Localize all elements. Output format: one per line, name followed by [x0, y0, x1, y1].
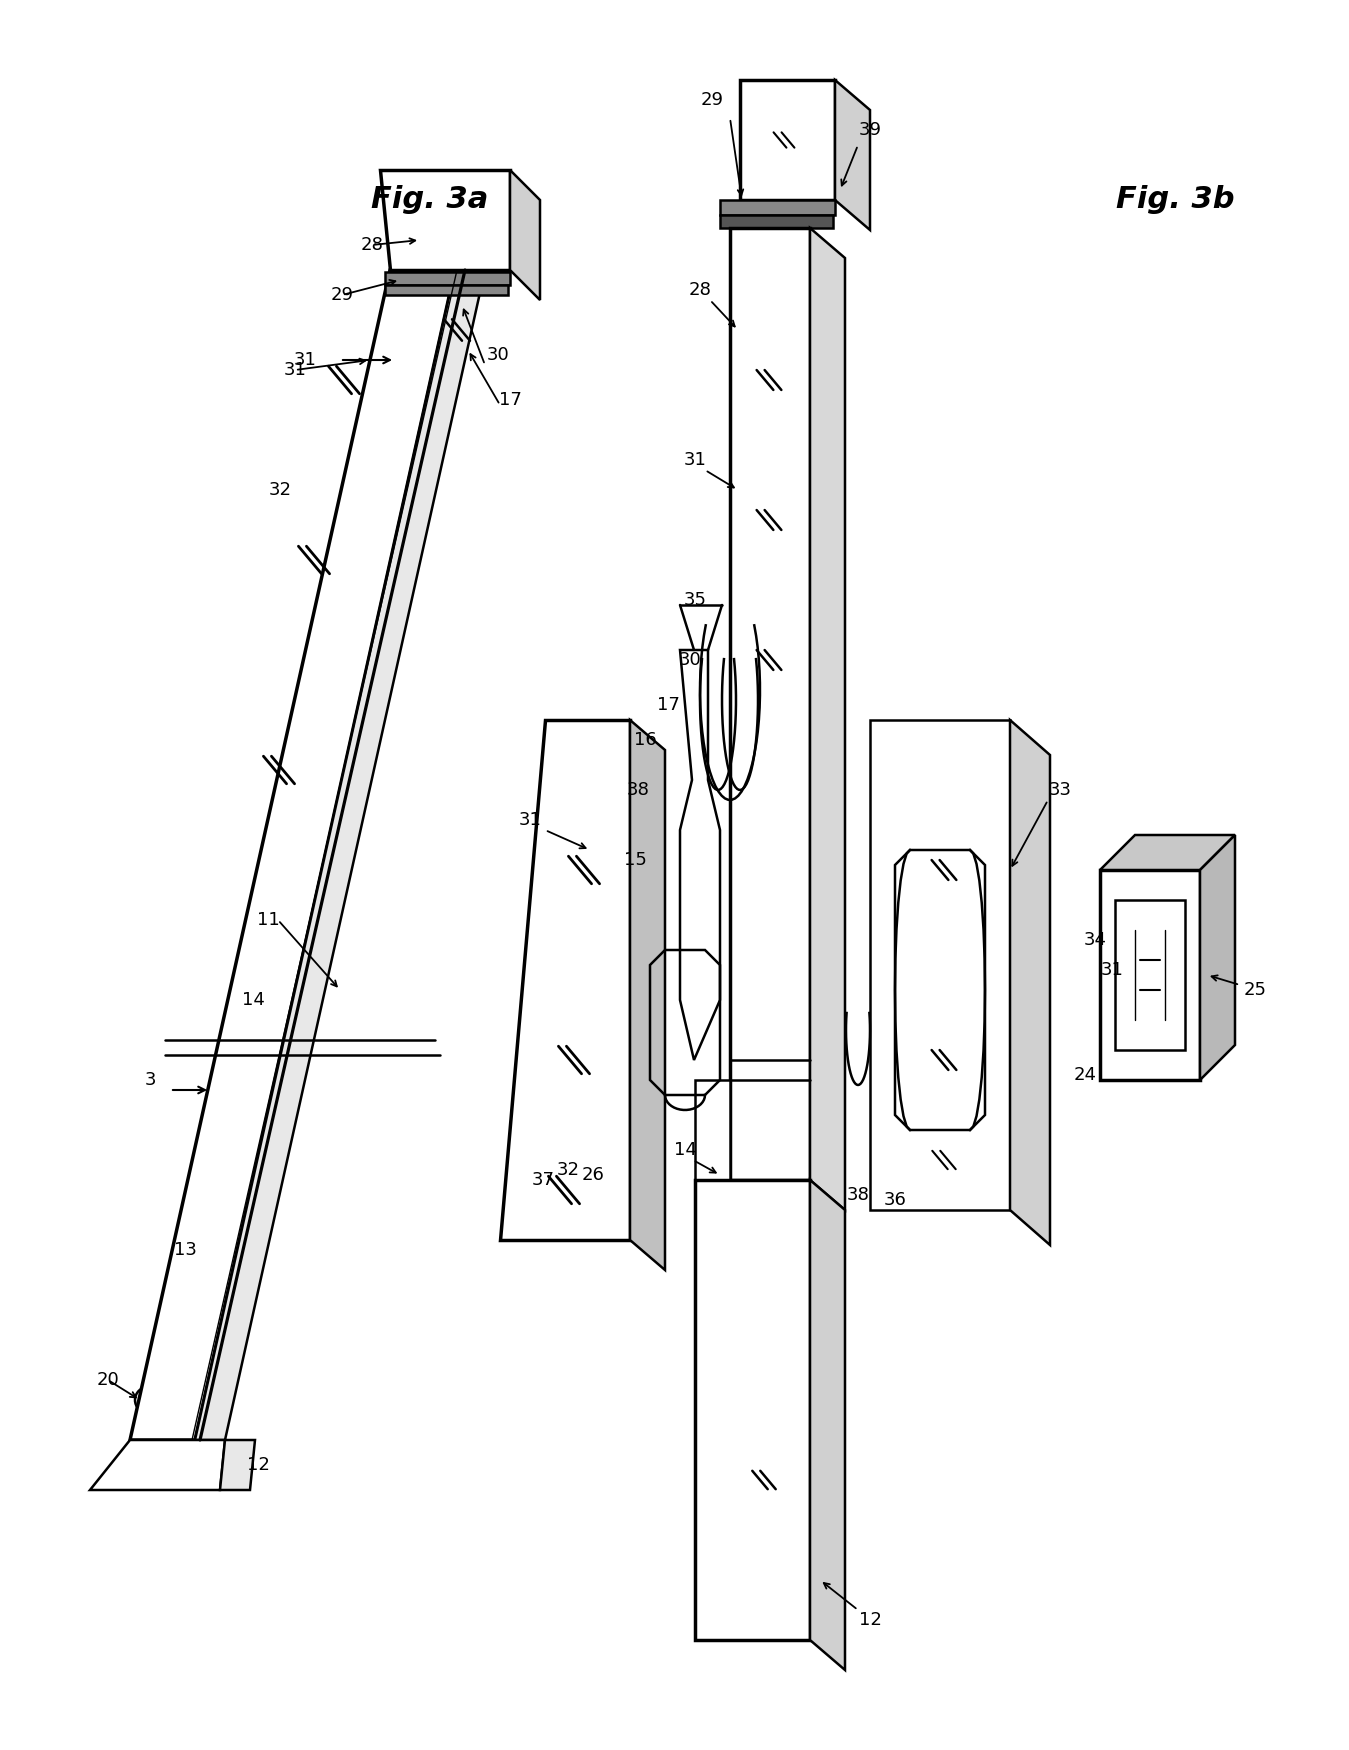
Text: 14: 14	[241, 990, 264, 1010]
Polygon shape	[870, 719, 1010, 1209]
Text: 39: 39	[858, 121, 881, 138]
Text: 3: 3	[144, 1071, 155, 1088]
Text: 12: 12	[858, 1612, 881, 1629]
Text: Fig. 3a: Fig. 3a	[371, 186, 488, 215]
Text: 17: 17	[657, 696, 680, 714]
Text: 38: 38	[626, 780, 649, 800]
Text: 30: 30	[679, 651, 701, 668]
Polygon shape	[730, 228, 809, 1180]
Text: 31: 31	[283, 360, 306, 380]
Text: 14: 14	[673, 1141, 696, 1158]
Text: 13: 13	[174, 1241, 197, 1258]
Polygon shape	[220, 1440, 255, 1489]
Polygon shape	[1099, 870, 1201, 1080]
Text: Fig. 3b: Fig. 3b	[1116, 186, 1234, 215]
Text: 11: 11	[256, 912, 279, 929]
Polygon shape	[695, 1180, 809, 1640]
Text: 34: 34	[1083, 931, 1106, 948]
Polygon shape	[380, 170, 510, 270]
Text: 25: 25	[1244, 982, 1267, 999]
Polygon shape	[1099, 835, 1234, 870]
Text: 31: 31	[294, 352, 317, 369]
Text: 38: 38	[847, 1186, 870, 1204]
Polygon shape	[1201, 835, 1234, 1080]
Text: 28: 28	[360, 236, 383, 254]
Polygon shape	[196, 270, 486, 1440]
Text: 29: 29	[331, 285, 353, 304]
Polygon shape	[720, 200, 835, 215]
Text: 31: 31	[518, 810, 541, 829]
Text: 30: 30	[487, 346, 510, 364]
Polygon shape	[130, 270, 455, 1440]
Polygon shape	[835, 80, 870, 229]
Polygon shape	[1010, 719, 1050, 1244]
Text: 12: 12	[247, 1456, 270, 1474]
Polygon shape	[500, 719, 630, 1241]
Polygon shape	[630, 719, 665, 1270]
Text: 33: 33	[1048, 780, 1071, 800]
Text: 36: 36	[884, 1192, 907, 1209]
Text: 35: 35	[684, 592, 707, 609]
Text: 29: 29	[700, 91, 723, 108]
Text: 32: 32	[557, 1160, 580, 1180]
Polygon shape	[720, 215, 832, 228]
Text: 16: 16	[634, 732, 657, 749]
Text: 20: 20	[97, 1370, 119, 1390]
Polygon shape	[384, 271, 510, 285]
Polygon shape	[90, 1440, 225, 1489]
Text: 17: 17	[499, 390, 522, 410]
Polygon shape	[809, 1180, 844, 1669]
Polygon shape	[680, 649, 720, 1060]
Polygon shape	[695, 1080, 730, 1180]
Text: 37: 37	[532, 1171, 554, 1188]
Text: 24: 24	[1074, 1066, 1097, 1083]
Polygon shape	[809, 228, 844, 1209]
Polygon shape	[510, 170, 540, 299]
Polygon shape	[384, 285, 509, 296]
Text: 15: 15	[623, 850, 646, 870]
Polygon shape	[741, 80, 835, 200]
Text: 28: 28	[688, 282, 711, 299]
Text: 31: 31	[684, 452, 707, 469]
Text: 31: 31	[1101, 961, 1124, 978]
Text: 32: 32	[268, 481, 291, 499]
Text: 26: 26	[581, 1166, 604, 1185]
